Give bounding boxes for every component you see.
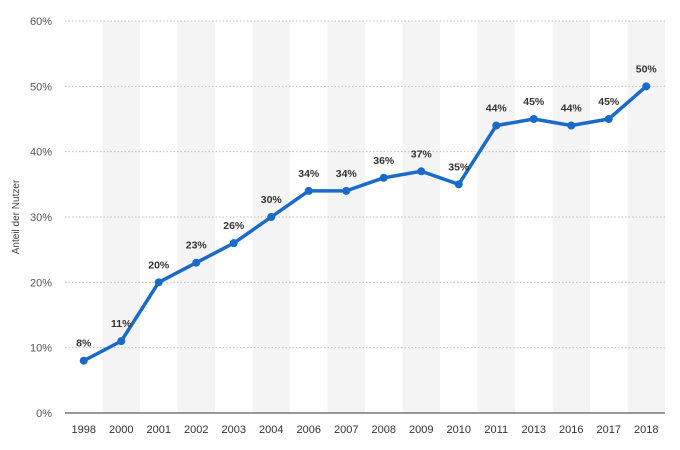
x-tick-label: 2001 [147,424,171,436]
data-label: 45% [523,96,545,108]
data-point [79,356,88,365]
x-tick-label: 2006 [297,424,321,436]
x-tick-label: 2017 [597,424,621,436]
y-tick-label: 60% [30,16,52,28]
data-label: 44% [561,103,583,115]
data-labels: 8% 11% 20% 23% 26% 30% 34% 34% 36% 37% 35% 44% 45% 44… [76,63,657,349]
data-point [267,213,276,221]
data-point [417,167,426,176]
x-tick-label: 2004 [259,424,283,436]
data-point [529,115,538,123]
data-label: 36% [373,155,395,167]
x-tick-label: 2018 [634,424,658,436]
x-tick-label: 2010 [447,424,471,436]
data-label: 23% [186,240,208,252]
data-point [192,258,201,267]
grid-lines [65,20,665,414]
data-point [379,173,388,182]
data-point [604,115,613,123]
data-point [117,337,126,346]
y-tick-label: 30% [30,212,52,224]
data-point [229,239,238,248]
y-tick-label: 40% [30,147,52,159]
x-tick-label: 2009 [409,424,433,436]
x-tick-label: 2003 [222,424,246,436]
x-tick-label: 2000 [109,424,133,436]
data-point [342,186,351,195]
x-tick-label: 2008 [372,424,396,436]
data-point [154,278,163,287]
y-tick-label: 0% [36,408,52,420]
data-label: 34% [336,168,358,180]
data-label: 8% [76,338,92,350]
x-tick-label: 2007 [334,424,358,436]
data-label: 35% [448,161,470,173]
x-tick-label: 2011 [484,424,508,436]
data-point [492,121,501,130]
x-axis-ticks: 1998 2000 2001 2002 2003 2004 2006 2007 2008 2009… [72,424,659,436]
data-label: 11% [111,318,132,330]
data-point [642,82,651,91]
data-label: 44% [486,103,508,115]
y-tick-label: 10% [30,343,52,355]
x-tick-label: 2002 [184,424,208,436]
y-axis-ticks: 0% 10% 20% 30% 40% 50% 60% [30,16,52,420]
data-points [79,82,651,365]
data-label: 50% [636,63,658,75]
series-line-group [82,84,648,363]
data-label: 20% [148,259,170,271]
x-tick-label: 2013 [522,424,546,436]
x-tick-label: 1998 [72,424,96,436]
data-point [567,121,576,130]
data-point [454,180,463,189]
series-line [82,84,648,363]
y-tick-label: 50% [30,81,52,93]
data-label: 37% [411,148,433,160]
x-tick-label: 2016 [559,424,583,436]
data-point [304,186,313,195]
data-label: 26% [223,220,245,232]
data-label: 30% [261,194,283,206]
data-label: 45% [598,96,620,108]
data-label: 34% [298,168,320,180]
y-axis-label: Anteil der Nutzer [11,179,22,254]
y-tick-label: 20% [30,277,52,289]
